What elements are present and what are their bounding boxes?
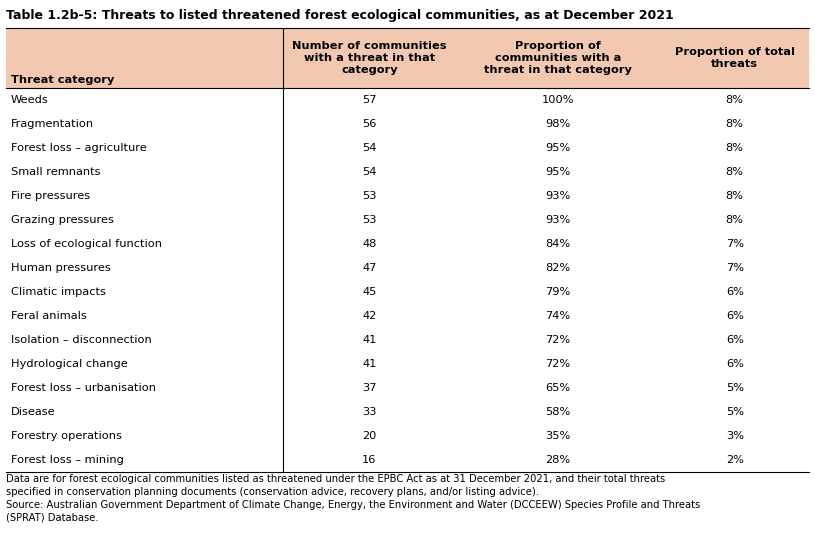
Text: 5%: 5% [725,407,744,417]
Text: Small remnants: Small remnants [11,167,100,177]
Text: 72%: 72% [545,335,570,345]
Text: 93%: 93% [545,215,570,225]
Text: 41: 41 [362,359,377,369]
Text: Forest loss – urbanisation: Forest loss – urbanisation [11,383,156,393]
Text: Isolation – disconnection: Isolation – disconnection [11,335,152,345]
Text: 72%: 72% [545,359,570,369]
Text: Hydrological change: Hydrological change [11,359,128,369]
Text: 3%: 3% [725,431,744,441]
Text: Threat category: Threat category [11,75,114,85]
Text: 5%: 5% [725,383,744,393]
Text: 98%: 98% [545,119,570,129]
Text: 41: 41 [362,335,377,345]
Text: 6%: 6% [726,311,743,321]
Text: 8%: 8% [725,143,744,153]
Text: 6%: 6% [726,335,743,345]
Text: 8%: 8% [725,95,744,105]
Text: 95%: 95% [545,143,570,153]
Text: 45: 45 [362,287,377,297]
Bar [6,28,809,88]
Text: 42: 42 [362,311,377,321]
Text: 6%: 6% [726,287,743,297]
Text: 65%: 65% [545,383,570,393]
Text: Forest loss – agriculture: Forest loss – agriculture [11,143,147,153]
Text: 54: 54 [362,143,377,153]
Text: 58%: 58% [545,407,570,417]
Text: Loss of ecological function: Loss of ecological function [11,239,162,249]
Text: Forest loss – mining: Forest loss – mining [11,455,124,465]
Text: 2%: 2% [726,455,743,465]
Text: 16: 16 [362,455,377,465]
Text: 53: 53 [362,191,377,201]
Text: 8%: 8% [725,167,744,177]
Text: 95%: 95% [545,167,570,177]
Text: 35%: 35% [545,431,570,441]
Text: 54: 54 [362,167,377,177]
Text: 8%: 8% [725,119,744,129]
Text: Source: Australian Government Department of Climate Change, Energy, the Environm: Source: Australian Government Department… [6,500,700,510]
Text: Weeds: Weeds [11,95,49,105]
Text: 79%: 79% [545,287,570,297]
Text: Number of communities
with a threat in that
category: Number of communities with a threat in t… [292,42,447,75]
Text: 8%: 8% [725,191,744,201]
Text: 57: 57 [362,95,377,105]
Text: Proportion of total
threats: Proportion of total threats [675,47,795,69]
Text: Climatic impacts: Climatic impacts [11,287,106,297]
Text: Data are for forest ecological communities listed as threatened under the EPBC A: Data are for forest ecological communiti… [6,474,665,484]
Text: Disease: Disease [11,407,55,417]
Text: Feral animals: Feral animals [11,311,86,321]
Text: Fragmentation: Fragmentation [11,119,94,129]
Text: 82%: 82% [545,263,570,273]
Text: specified in conservation planning documents (conservation advice, recovery plan: specified in conservation planning docum… [6,487,539,497]
Text: Fire pressures: Fire pressures [11,191,90,201]
Text: Grazing pressures: Grazing pressures [11,215,114,225]
Text: 74%: 74% [545,311,570,321]
Text: 47: 47 [362,263,377,273]
Text: 28%: 28% [545,455,570,465]
Text: 48: 48 [362,239,377,249]
Text: 56: 56 [362,119,377,129]
Text: Forestry operations: Forestry operations [11,431,122,441]
Text: 20: 20 [362,431,377,441]
Text: 8%: 8% [725,215,744,225]
Text: Proportion of
communities with a
threat in that category: Proportion of communities with a threat … [484,42,632,75]
Text: 93%: 93% [545,191,570,201]
Text: Table 1.2b-5: Threats to listed threatened forest ecological communities, as at : Table 1.2b-5: Threats to listed threaten… [6,9,674,22]
Text: 37: 37 [362,383,377,393]
Text: (SPRAT) Database.: (SPRAT) Database. [6,513,99,523]
Text: 6%: 6% [726,359,743,369]
Text: 7%: 7% [725,263,744,273]
Text: 33: 33 [362,407,377,417]
Text: 84%: 84% [545,239,570,249]
Text: 100%: 100% [542,95,575,105]
Text: Human pressures: Human pressures [11,263,111,273]
Text: 7%: 7% [725,239,744,249]
Text: 53: 53 [362,215,377,225]
